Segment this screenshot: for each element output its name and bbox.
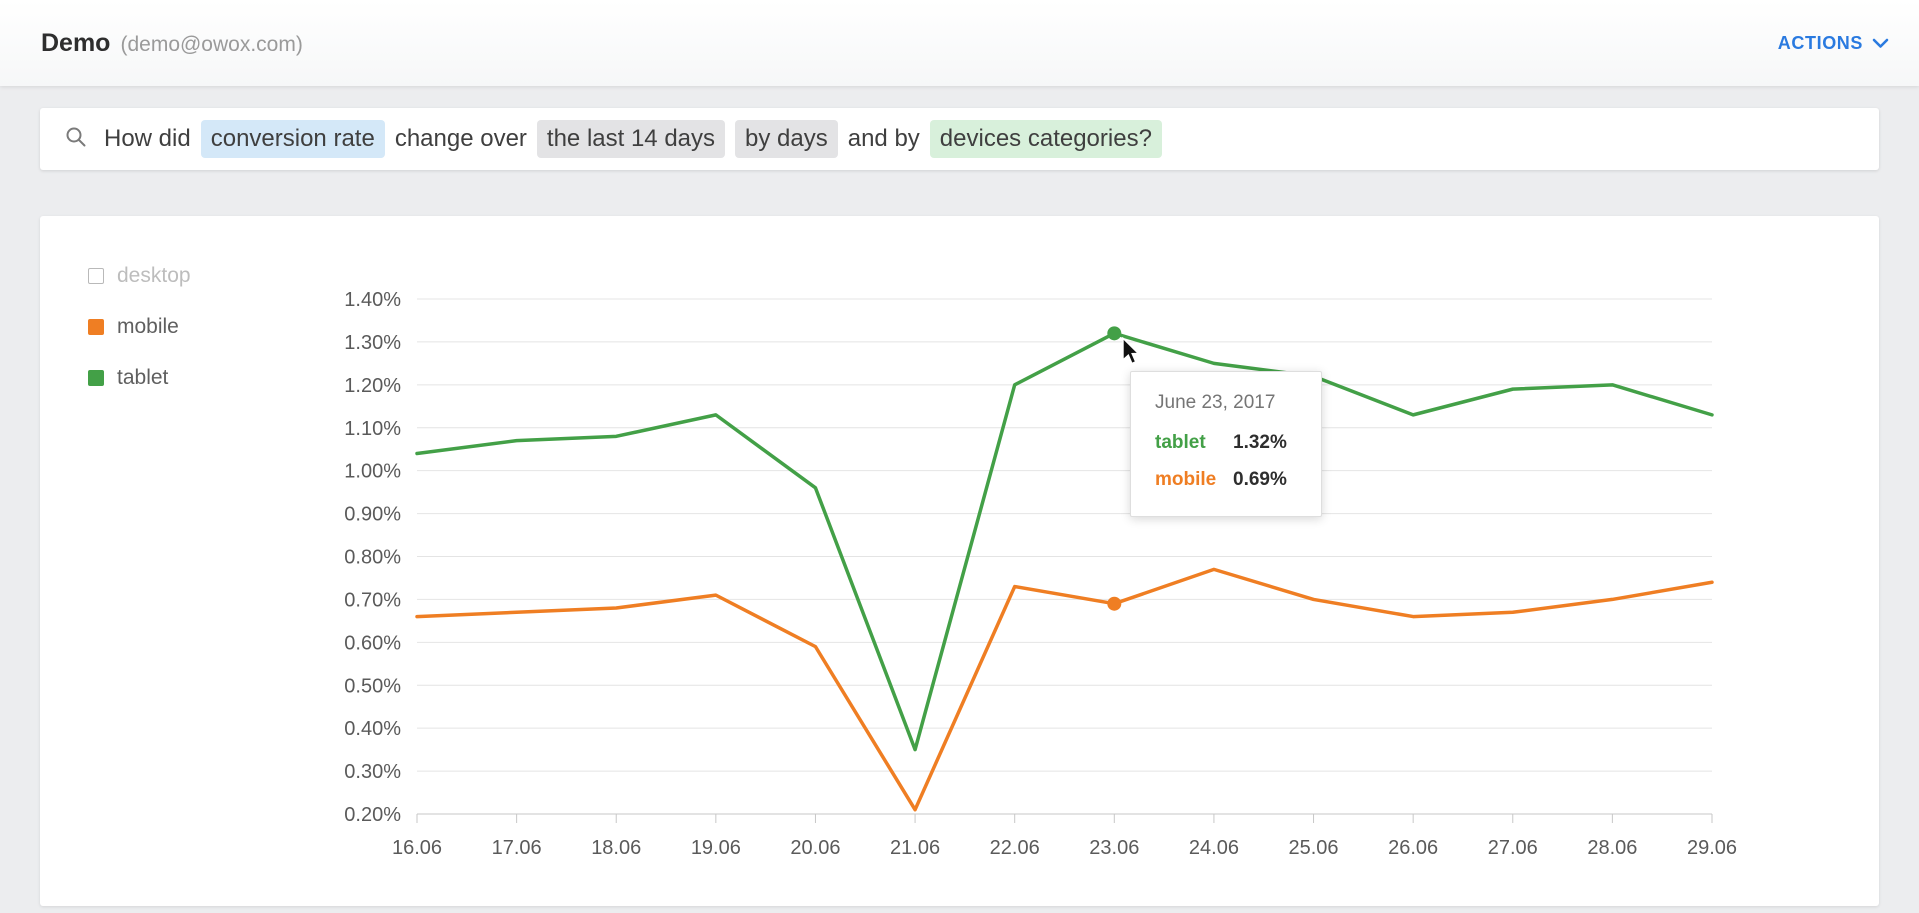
svg-text:0.80%: 0.80% xyxy=(344,547,401,569)
mouse-cursor-icon xyxy=(1118,336,1142,370)
actions-button[interactable]: ACTIONS xyxy=(1778,33,1889,54)
svg-text:28.06: 28.06 xyxy=(1587,837,1637,859)
tooltip-series-value: 1.32% xyxy=(1233,432,1287,453)
tooltip-date: June 23, 2017 xyxy=(1155,392,1276,413)
legend-label: tablet xyxy=(117,366,169,389)
svg-text:1.40%: 1.40% xyxy=(344,289,401,311)
svg-text:0.60%: 0.60% xyxy=(344,632,401,654)
chart-tooltip: June 23, 2017 tablet 1.32% mobile 0.69% xyxy=(1130,371,1322,517)
query-token: by days xyxy=(735,120,838,158)
svg-text:1.20%: 1.20% xyxy=(344,375,401,397)
svg-text:20.06: 20.06 xyxy=(790,837,840,859)
chart-card: desktop mobile tablet 0.20% 0.30% 0.40% 0.50%… xyxy=(40,216,1879,906)
legend-swatch-unchecked-icon xyxy=(88,268,104,284)
account-email: (demo@owox.com) xyxy=(120,32,303,56)
header: Demo (demo@owox.com) ACTIONS xyxy=(0,0,1919,86)
legend-item-desktop[interactable]: desktop xyxy=(88,264,191,288)
tooltip-rows: tablet 1.32% mobile 0.69% xyxy=(1155,432,1299,491)
svg-text:29.06: 29.06 xyxy=(1687,837,1737,859)
svg-text:0.30%: 0.30% xyxy=(344,761,401,783)
tooltip-series-name: mobile xyxy=(1155,469,1217,490)
query-token: How did xyxy=(104,125,191,152)
chevron-down-icon xyxy=(1872,33,1889,54)
svg-text:21.06: 21.06 xyxy=(890,837,940,859)
svg-text:0.50%: 0.50% xyxy=(344,675,401,697)
account-info: Demo (demo@owox.com) xyxy=(41,29,303,58)
query-token: devices categories? xyxy=(929,120,1162,158)
tooltip-series-name: tablet xyxy=(1155,432,1206,453)
svg-text:16.06: 16.06 xyxy=(392,837,442,859)
legend-label: mobile xyxy=(117,315,179,338)
actions-button-label: ACTIONS xyxy=(1777,32,1863,53)
legend-item-mobile[interactable]: mobile xyxy=(88,315,191,339)
svg-text:18.06: 18.06 xyxy=(591,837,641,859)
svg-text:19.06: 19.06 xyxy=(691,837,741,859)
svg-text:23.06: 23.06 xyxy=(1089,837,1139,859)
svg-text:0.90%: 0.90% xyxy=(344,504,401,526)
query-token: change over xyxy=(394,125,527,152)
svg-text:1.00%: 1.00% xyxy=(344,461,401,483)
svg-text:24.06: 24.06 xyxy=(1189,837,1239,859)
svg-text:26.06: 26.06 xyxy=(1388,837,1438,859)
query-token: the last 14 days xyxy=(536,120,726,158)
legend-item-tablet[interactable]: tablet xyxy=(88,366,191,390)
svg-text:17.06: 17.06 xyxy=(492,837,542,859)
query-token: and by xyxy=(847,125,920,152)
legend-label: desktop xyxy=(117,264,191,287)
svg-text:1.10%: 1.10% xyxy=(344,418,401,440)
tooltip-series-value: 0.69% xyxy=(1233,469,1287,490)
svg-text:1.30%: 1.30% xyxy=(344,332,401,354)
legend-swatch-icon xyxy=(88,319,104,335)
search-icon xyxy=(64,125,88,154)
legend: desktop mobile tablet xyxy=(88,264,191,390)
tooltip-row-tablet: tablet 1.32% xyxy=(1155,432,1299,454)
svg-text:0.40%: 0.40% xyxy=(344,718,401,740)
tooltip-row-mobile: mobile 0.69% xyxy=(1155,469,1299,491)
svg-text:0.20%: 0.20% xyxy=(344,804,401,826)
svg-text:25.06: 25.06 xyxy=(1289,837,1339,859)
chart-svg[interactable]: 0.20% 0.30% 0.40% 0.50% 0.60% 0.70% 0.80% 0.90%… xyxy=(40,216,1879,906)
svg-text:0.70%: 0.70% xyxy=(344,589,401,611)
svg-text:22.06: 22.06 xyxy=(990,837,1040,859)
account-title: Demo xyxy=(41,28,111,57)
legend-swatch-icon xyxy=(88,370,104,386)
query-bar[interactable]: How did conversion rate change over the las… xyxy=(40,108,1879,170)
svg-text:27.06: 27.06 xyxy=(1488,837,1538,859)
query-text: How did conversion rate change over the las… xyxy=(104,120,1172,158)
query-token: conversion rate xyxy=(200,120,385,158)
